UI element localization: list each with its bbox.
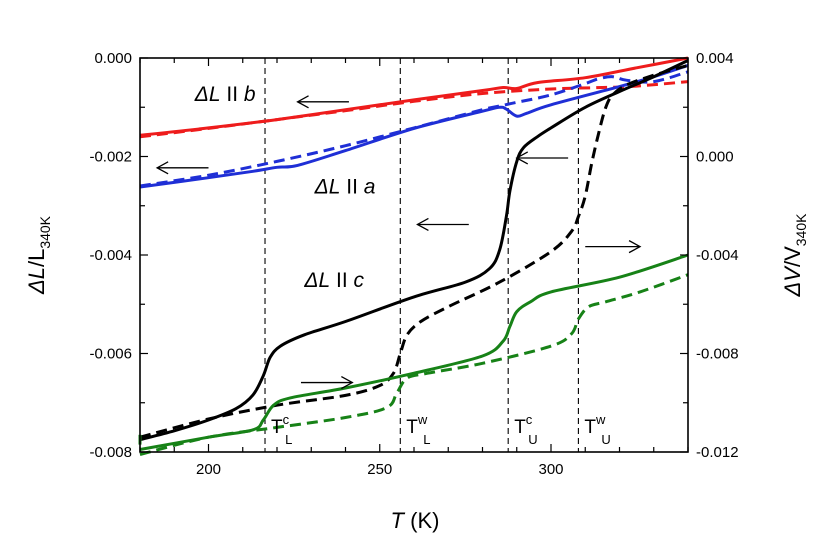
y-right-tick-label: -0.008 bbox=[696, 346, 739, 363]
y-axis-right-title: ΔV/V340K bbox=[780, 213, 809, 298]
x-tick-label: 300 bbox=[538, 461, 563, 478]
y-left-tick-label: -0.006 bbox=[89, 346, 132, 363]
arrow-cu-left bbox=[515, 151, 569, 165]
arrow-vu-right-head bbox=[628, 240, 642, 254]
plot-frame bbox=[139, 57, 689, 453]
arrow-a-left-head bbox=[155, 161, 169, 175]
y-axis-left-title: ΔL/L340K bbox=[24, 215, 53, 295]
vertical-marker-lines bbox=[264, 58, 579, 452]
label-a: ΔL II a bbox=[314, 175, 376, 198]
arrow-v-right-head bbox=[341, 375, 354, 390]
arrow-c-left-head bbox=[416, 217, 429, 232]
label-c: ΔL II c bbox=[303, 269, 364, 292]
series-layer bbox=[138, 56, 689, 456]
vline-label-TcL: Tc L bbox=[271, 412, 292, 447]
y-left-tick-label: -0.004 bbox=[89, 247, 132, 264]
arrow-v-right bbox=[300, 375, 354, 390]
y-left-tick-label: -0.008 bbox=[89, 444, 132, 461]
vline-label-TwL: Tw L bbox=[406, 412, 430, 447]
arrow-c-left bbox=[416, 217, 469, 232]
series-v-heating-solid bbox=[139, 253, 689, 451]
arrow-vu-right bbox=[585, 240, 642, 254]
y-right-tick-label: -0.012 bbox=[696, 444, 739, 461]
y-right-tick-label: -0.004 bbox=[696, 247, 739, 264]
label-b: ΔL II b bbox=[194, 83, 256, 106]
series-c-cooling-dashed bbox=[139, 63, 689, 439]
y-left-tick-label: -0.002 bbox=[89, 149, 132, 166]
arrow-cu-left-head bbox=[515, 151, 529, 165]
vline-label-TwU: Tw U bbox=[584, 412, 610, 447]
axis-layer: 200 250 300 0.000 -0.002 -0.004 -0.006 -0.008 0.… bbox=[89, 50, 738, 478]
series-a-cooling-dashed bbox=[139, 70, 689, 188]
vline-label-TcU: Tc U bbox=[514, 412, 538, 447]
arrow-b-left bbox=[296, 95, 349, 109]
y-left-tick-label: 0.000 bbox=[94, 50, 132, 67]
series-c-heating-solid bbox=[139, 59, 689, 442]
x-tick-label: 200 bbox=[196, 461, 221, 478]
y-right-tick-label: 0.000 bbox=[696, 149, 734, 166]
arrow-a-left bbox=[155, 161, 209, 175]
x-tick-label: 250 bbox=[367, 461, 392, 478]
y-right-tick-label: 0.004 bbox=[696, 50, 734, 67]
series-v-cooling-dashed bbox=[139, 273, 689, 456]
x-axis-title: T (K) bbox=[391, 508, 440, 533]
annotation-layer: Tc L Tw L Tc U Tw U ΔL II b ΔL II a ΔL II c bbox=[155, 83, 642, 447]
arrow-b-left-head bbox=[296, 95, 309, 109]
